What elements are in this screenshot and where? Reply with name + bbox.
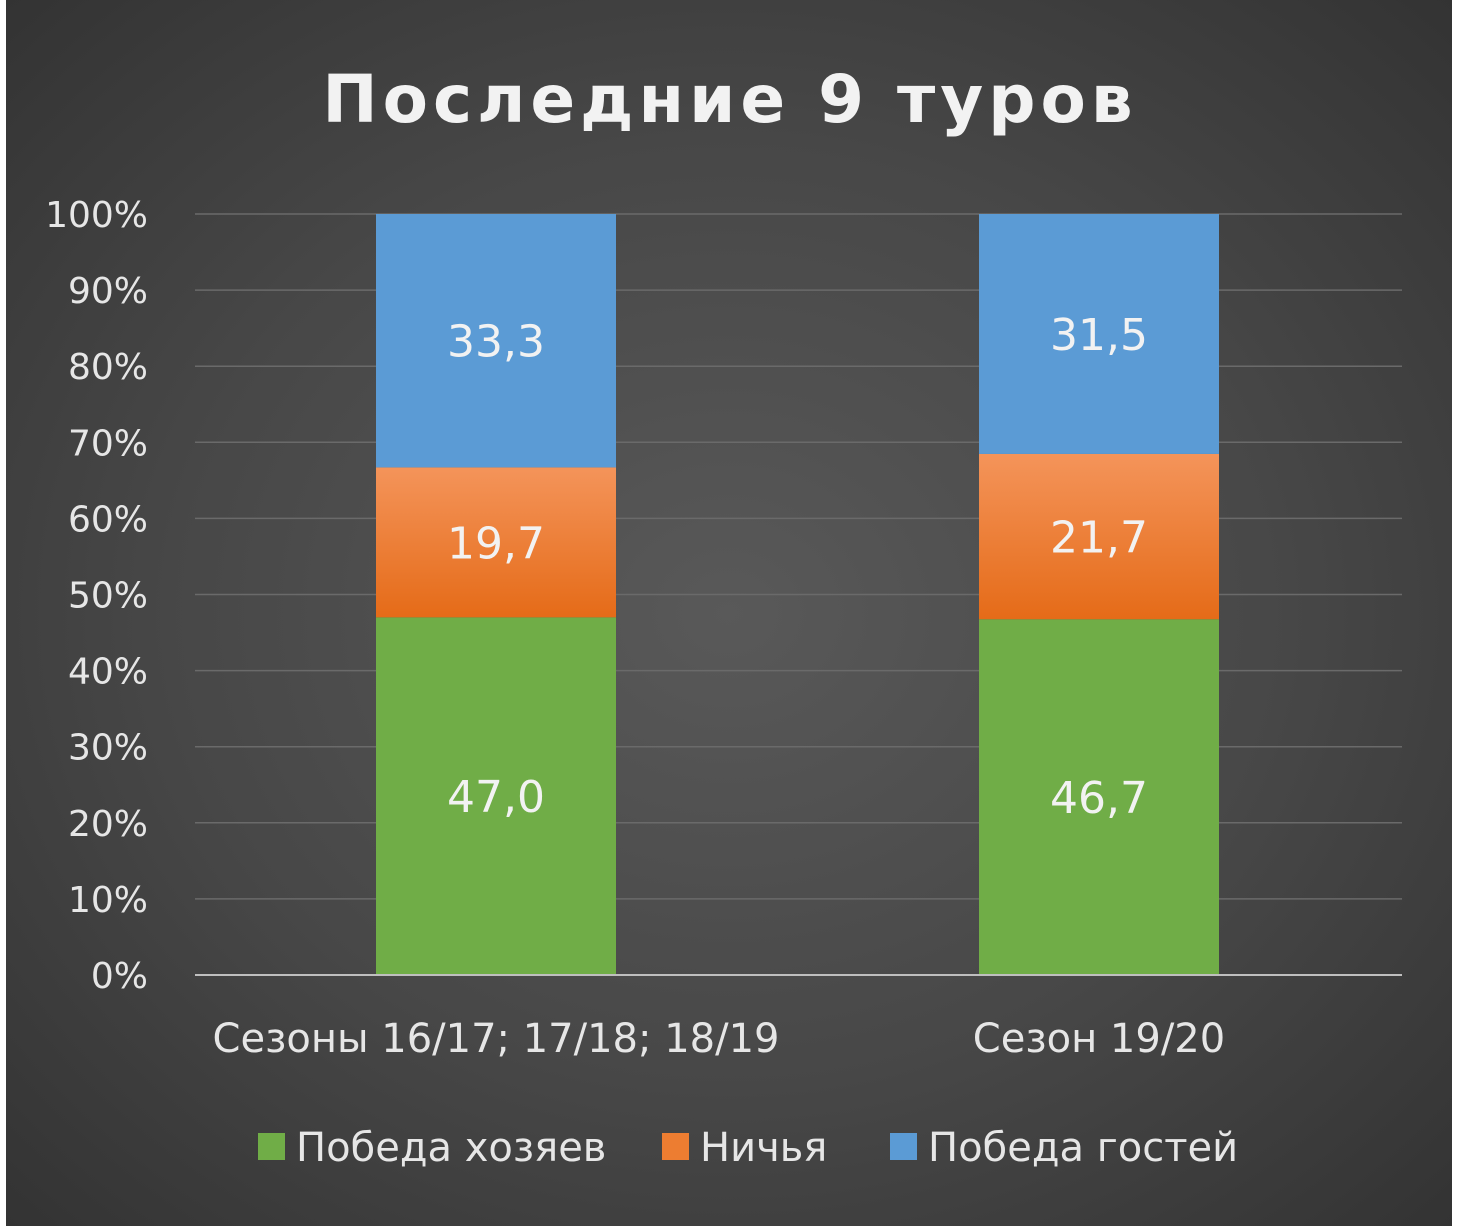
x-category-label: Сезоны 16/17; 17/18; 18/19 xyxy=(213,1016,780,1062)
data-label: 21,7 xyxy=(1050,513,1148,564)
bars: 47,0 19,7 33,3 46,7 21,7 31,5 xyxy=(376,214,1219,975)
data-label: 31,5 xyxy=(1050,310,1148,361)
legend-swatch xyxy=(662,1133,689,1160)
y-tick-label: 50% xyxy=(68,576,148,617)
y-tick-label: 40% xyxy=(68,652,148,693)
bar-segment xyxy=(376,467,616,618)
legend: Победа хозяев Ничья Победа гостей xyxy=(258,1125,1238,1171)
x-category-label: Сезон 19/20 xyxy=(973,1016,1225,1062)
bar-segment xyxy=(979,619,1219,975)
data-label: 47,0 xyxy=(447,772,545,823)
bar-segment xyxy=(376,617,616,975)
legend-label: Победа хозяев xyxy=(296,1125,606,1171)
x-axis-categories: Сезоны 16/17; 17/18; 18/19 Сезон 19/20 xyxy=(213,1016,1226,1062)
legend-item: Победа хозяев xyxy=(258,1125,606,1171)
chart-title: Последние 9 туров xyxy=(322,61,1137,138)
bar-segment xyxy=(376,214,616,468)
legend-item: Победа гостей xyxy=(890,1125,1238,1171)
data-label: 33,3 xyxy=(447,317,545,368)
y-tick-label: 30% xyxy=(68,728,148,769)
legend-label: Ничья xyxy=(700,1125,827,1171)
y-tick-label: 10% xyxy=(68,880,148,921)
legend-label: Победа гостей xyxy=(928,1125,1238,1171)
legend-swatch xyxy=(258,1133,285,1160)
y-tick-label: 70% xyxy=(68,423,148,464)
legend-item: Ничья xyxy=(662,1125,827,1171)
data-label: 19,7 xyxy=(447,518,545,569)
y-tick-label: 20% xyxy=(68,804,148,845)
y-tick-label: 0% xyxy=(91,956,148,997)
y-tick-label: 60% xyxy=(68,499,148,540)
bar-segment xyxy=(979,453,1219,620)
data-label: 46,7 xyxy=(1050,773,1148,824)
legend-swatch xyxy=(890,1133,917,1160)
y-tick-label: 80% xyxy=(68,347,148,388)
bar-segment xyxy=(979,214,1219,454)
y-tick-label: 100% xyxy=(45,195,148,236)
y-axis-ticks: 0% 10% 20% 30% 40% 50% 60% 70% 80% 90% 100% xyxy=(45,195,148,997)
y-tick-label: 90% xyxy=(68,271,148,312)
